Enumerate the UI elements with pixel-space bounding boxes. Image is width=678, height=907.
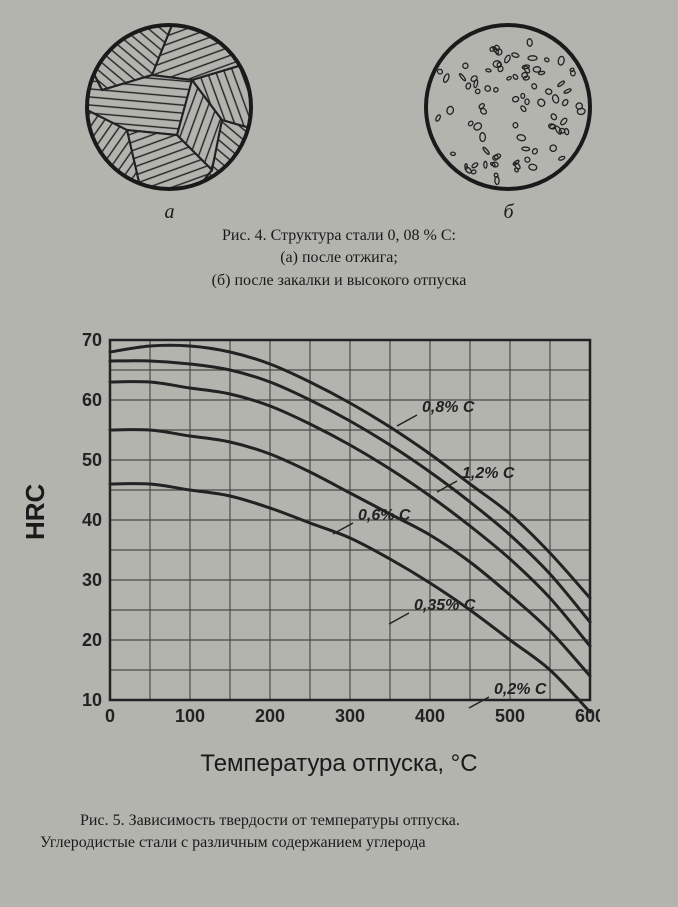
- caption-line: (а) после отжига;: [0, 247, 678, 269]
- micro-b-label: б: [503, 201, 513, 224]
- svg-text:40: 40: [82, 510, 102, 530]
- chart-svg: 1020304050607001002003004005006000,2% С0…: [60, 330, 600, 730]
- hardness-chart: 1020304050607001002003004005006000,2% С0…: [60, 330, 600, 735]
- figure-4-caption: Рис. 4. Структура стали 0, 08 % С: (а) п…: [0, 225, 678, 292]
- svg-text:30: 30: [82, 570, 102, 590]
- svg-text:200: 200: [255, 706, 285, 726]
- caption-line: Углеродистые стали с различным содержани…: [40, 832, 638, 854]
- y-axis-label: HRC: [20, 484, 51, 540]
- microstructure-row: а б: [0, 20, 678, 224]
- svg-text:1,2% С: 1,2% С: [462, 465, 515, 482]
- caption-line: Рис. 4. Структура стали 0, 08 % С:: [0, 225, 678, 247]
- svg-text:10: 10: [82, 690, 102, 710]
- svg-text:70: 70: [82, 330, 102, 350]
- micro-a-label: а: [165, 201, 175, 224]
- caption-line: Рис. 5. Зависимость твердости от темпера…: [40, 810, 638, 832]
- svg-text:0,35% С: 0,35% С: [414, 597, 476, 614]
- svg-text:0,8% С: 0,8% С: [422, 399, 475, 416]
- svg-text:60: 60: [82, 390, 102, 410]
- page: а б Рис. 4. Структура стали 0, 08 % С: (…: [0, 0, 678, 907]
- svg-text:0: 0: [105, 706, 115, 726]
- x-axis-label: Температура отпуска, °C: [0, 750, 678, 778]
- microstructure-a: а: [82, 20, 257, 224]
- caption-line: (б) после закалки и высокого отпуска: [0, 270, 678, 292]
- svg-text:50: 50: [82, 450, 102, 470]
- microstructure-b: б: [421, 20, 596, 224]
- svg-text:300: 300: [335, 706, 365, 726]
- svg-text:20: 20: [82, 630, 102, 650]
- carbide-spheroid-icon: [421, 20, 596, 195]
- svg-text:0,2% С: 0,2% С: [494, 681, 547, 698]
- svg-text:400: 400: [415, 706, 445, 726]
- svg-text:0,6% С: 0,6% С: [358, 507, 411, 524]
- svg-text:500: 500: [495, 706, 525, 726]
- figure-5-caption: Рис. 5. Зависимость твердости от темпера…: [0, 810, 678, 855]
- svg-text:100: 100: [175, 706, 205, 726]
- grain-structure-icon: [82, 20, 257, 195]
